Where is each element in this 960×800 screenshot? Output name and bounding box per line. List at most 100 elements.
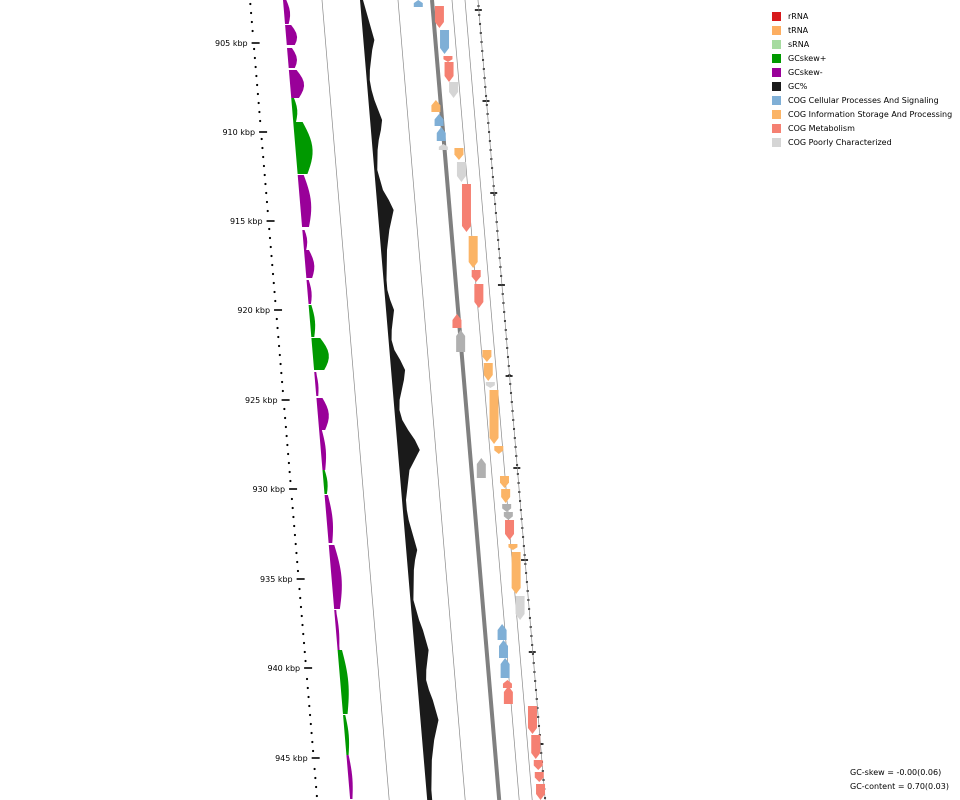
legend-label: GC% <box>788 81 808 91</box>
gene-feature <box>527 706 537 734</box>
minor-tick <box>268 236 272 240</box>
gene-feature <box>489 390 499 444</box>
guide-line <box>397 0 466 800</box>
minor-tick <box>280 380 284 384</box>
gc-skew-negative <box>328 545 342 609</box>
gene-feature <box>508 544 518 550</box>
gc-skew-positive <box>291 98 298 122</box>
gc-skew-negative <box>285 25 298 45</box>
minor-tick <box>283 407 286 411</box>
gene-feature <box>502 680 512 688</box>
legend-label: COG Information Storage And Processing <box>788 109 953 119</box>
minor-tick <box>290 497 294 501</box>
gc-skew-negative <box>297 175 312 227</box>
minor-tick <box>287 461 290 465</box>
stats-panel: GC-skew = -0.00(0.06) GC-content = 0.70(… <box>850 766 949 794</box>
minor-tick <box>275 317 278 321</box>
minor-tick <box>278 353 281 357</box>
minor-tick <box>302 641 306 645</box>
gc-content-stat: GC-content = 0.70(0.03) <box>850 782 949 791</box>
tick-label: 920 kbp <box>237 306 270 315</box>
gc-content-track <box>360 0 439 800</box>
legend-item-cog-metabolism: COG Metabolism <box>772 121 952 135</box>
legend-item-cog-poorly: COG Poorly Characterized <box>772 135 952 149</box>
minor-tick <box>291 506 294 510</box>
minor-tick <box>294 542 297 546</box>
minor-tick <box>279 362 282 366</box>
gene-feature <box>485 382 495 388</box>
minor-tick <box>296 560 299 564</box>
minor-tick <box>255 74 258 78</box>
minor-tick <box>262 164 266 168</box>
guide-line <box>451 0 520 800</box>
minor-tick <box>308 704 311 708</box>
minor-tick <box>254 65 257 69</box>
gene-features-track <box>413 0 546 800</box>
minor-tick <box>249 11 253 15</box>
gc-skew-negative <box>319 430 327 470</box>
minor-tick <box>250 20 253 24</box>
minor-tick <box>284 416 287 420</box>
legend-swatch <box>772 53 781 63</box>
legend-item-gcskew-neg: GCskew- <box>772 65 952 79</box>
minor-tick <box>287 452 290 456</box>
gene-feature <box>502 504 512 512</box>
gene-feature <box>499 476 509 488</box>
guide-line <box>477 0 546 800</box>
gene-feature <box>505 520 515 540</box>
gene-feature <box>515 596 525 620</box>
minor-tick <box>263 173 266 177</box>
gc-skew-negative <box>316 398 329 430</box>
gene-feature <box>476 458 486 478</box>
tick-label: 905 kbp <box>215 39 248 48</box>
gene-feature <box>454 148 464 160</box>
minor-tick <box>269 245 272 249</box>
legend-swatch <box>772 109 781 119</box>
tick-label: 945 kbp <box>275 754 308 763</box>
gc-skew-negative <box>288 70 305 98</box>
gene-feature <box>503 686 513 704</box>
minor-tick <box>298 587 301 591</box>
minor-tick <box>304 659 307 663</box>
minor-tick <box>314 776 317 780</box>
minor-tick <box>313 767 316 771</box>
legend-item-srna: sRNA <box>772 37 952 51</box>
minor-tick <box>280 371 283 375</box>
gene-feature <box>501 489 511 503</box>
legend-label: sRNA <box>788 39 810 49</box>
minor-tick <box>293 524 296 528</box>
gc-skew-negative <box>346 755 353 799</box>
legend-label: GCskew- <box>788 67 823 77</box>
legend: rRNA tRNA sRNA GCskew+ GCskew- GC% COG C… <box>772 9 952 149</box>
minor-tick <box>288 470 291 474</box>
minor-tick <box>311 749 315 753</box>
legend-label: COG Cellular Processes And Signaling <box>788 95 939 105</box>
guide-line <box>321 0 390 800</box>
gene-feature <box>499 640 509 658</box>
minor-tick <box>310 731 313 735</box>
gene-feature <box>452 314 462 328</box>
minor-tick <box>251 29 254 33</box>
minor-tick <box>299 596 302 600</box>
gene-feature <box>440 30 450 54</box>
minor-tick <box>307 695 310 699</box>
gene-feature <box>511 552 521 594</box>
minor-tick <box>271 263 274 267</box>
gc-skew-positive <box>311 338 329 370</box>
legend-label: COG Poorly Characterized <box>788 137 892 147</box>
minor-tick <box>315 785 318 789</box>
gc-skew-positive <box>293 122 313 174</box>
gene-feature <box>474 284 484 308</box>
legend-item-trna: tRNA <box>772 23 952 37</box>
gene-feature <box>497 624 507 640</box>
gene-feature <box>449 82 459 98</box>
minor-tick <box>309 722 312 726</box>
minor-tick <box>271 272 275 276</box>
minor-tick <box>285 434 288 438</box>
legend-label: rRNA <box>788 11 809 21</box>
gene-feature <box>531 735 541 759</box>
gene-feature <box>438 144 448 150</box>
legend-item-gc-percent: GC% <box>772 79 952 93</box>
gene-feature <box>456 330 466 352</box>
minor-tick <box>253 47 256 51</box>
